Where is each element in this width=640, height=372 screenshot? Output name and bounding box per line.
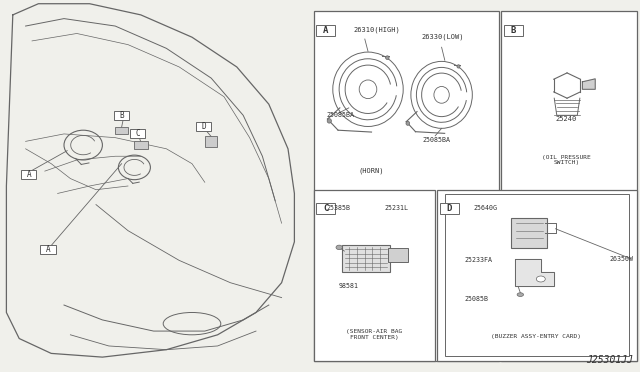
- Ellipse shape: [385, 56, 389, 60]
- Text: D: D: [201, 122, 206, 131]
- Text: 25085B: 25085B: [464, 296, 488, 302]
- Text: A: A: [323, 26, 328, 35]
- Text: 25233FA: 25233FA: [464, 257, 492, 263]
- FancyBboxPatch shape: [511, 218, 547, 248]
- Ellipse shape: [517, 293, 524, 296]
- FancyBboxPatch shape: [437, 190, 637, 361]
- Text: B: B: [119, 111, 124, 120]
- FancyBboxPatch shape: [501, 11, 637, 361]
- FancyBboxPatch shape: [205, 136, 217, 147]
- FancyBboxPatch shape: [445, 194, 629, 356]
- Text: 26330(LOW): 26330(LOW): [421, 34, 463, 41]
- Text: C: C: [135, 129, 140, 138]
- Text: (BUZZER ASSY-ENTRY CARD): (BUZZER ASSY-ENTRY CARD): [492, 334, 581, 339]
- FancyBboxPatch shape: [21, 170, 36, 179]
- Text: 25085BA: 25085BA: [326, 112, 355, 118]
- FancyBboxPatch shape: [196, 122, 211, 131]
- Text: D: D: [447, 204, 452, 213]
- Text: 25240: 25240: [556, 116, 577, 122]
- Text: 25085BA: 25085BA: [422, 137, 451, 142]
- Ellipse shape: [536, 276, 545, 282]
- Text: 25231L: 25231L: [384, 205, 408, 211]
- FancyBboxPatch shape: [115, 127, 128, 134]
- FancyBboxPatch shape: [314, 190, 435, 361]
- Text: J25301JJ: J25301JJ: [587, 355, 634, 365]
- Polygon shape: [515, 259, 554, 286]
- FancyBboxPatch shape: [134, 141, 148, 149]
- FancyBboxPatch shape: [316, 25, 335, 36]
- Ellipse shape: [327, 119, 332, 123]
- Text: 26310(HIGH): 26310(HIGH): [354, 26, 401, 33]
- Ellipse shape: [336, 245, 342, 250]
- Text: A: A: [45, 245, 51, 254]
- Text: C: C: [323, 204, 328, 213]
- Text: 26350W: 26350W: [610, 256, 634, 262]
- Polygon shape: [582, 79, 595, 89]
- FancyBboxPatch shape: [316, 203, 335, 214]
- FancyBboxPatch shape: [314, 11, 499, 361]
- Text: B: B: [511, 26, 516, 35]
- FancyBboxPatch shape: [388, 248, 408, 262]
- Text: (OIL PRESSURE
SWITCH): (OIL PRESSURE SWITCH): [542, 154, 591, 166]
- Text: A: A: [26, 170, 31, 179]
- FancyBboxPatch shape: [342, 245, 390, 272]
- Text: 98581: 98581: [339, 283, 359, 289]
- FancyBboxPatch shape: [40, 245, 56, 254]
- FancyBboxPatch shape: [114, 111, 129, 120]
- Text: (SENSOR-AIR BAG
FRONT CENTER): (SENSOR-AIR BAG FRONT CENTER): [346, 329, 403, 340]
- Text: 25385B: 25385B: [326, 205, 351, 211]
- Text: 25640G: 25640G: [474, 205, 498, 211]
- Text: (HORN): (HORN): [358, 168, 384, 174]
- Ellipse shape: [457, 65, 460, 68]
- Ellipse shape: [406, 121, 410, 125]
- FancyBboxPatch shape: [440, 203, 459, 214]
- FancyBboxPatch shape: [130, 129, 145, 138]
- FancyBboxPatch shape: [504, 25, 523, 36]
